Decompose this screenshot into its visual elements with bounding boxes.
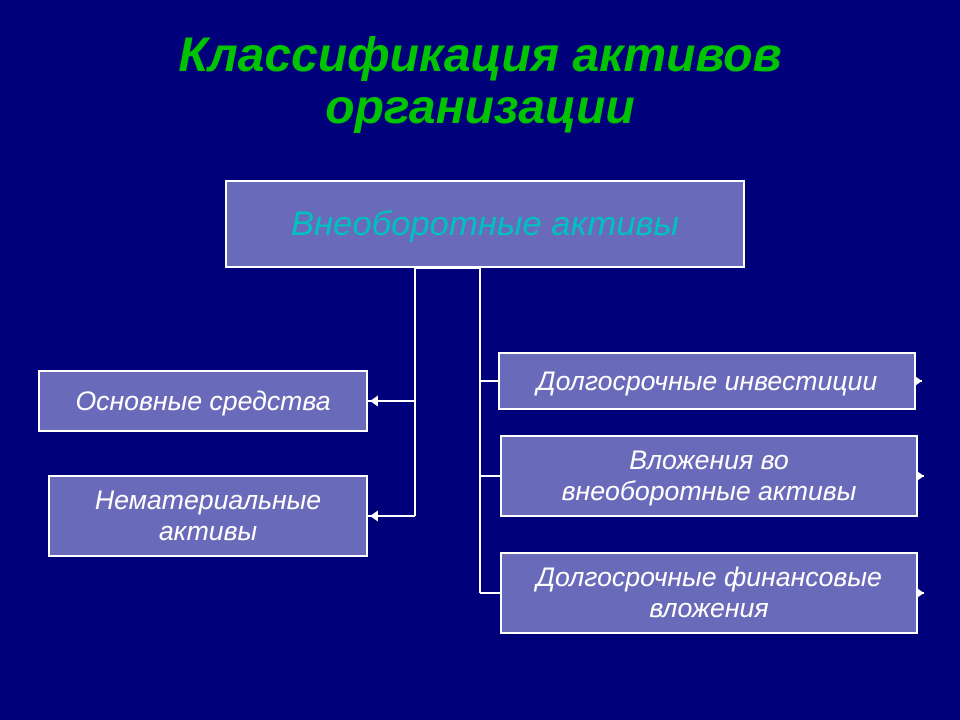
node-cap-invest: Вложения вовнеоборотные активы <box>500 435 918 517</box>
node-lt-fin: Долгосрочные финансовыевложения <box>500 552 918 634</box>
title-line-2: организации <box>0 82 960 134</box>
node-fixed-assets: Основные средства <box>38 370 368 432</box>
node-root: Внеоборотные активы <box>225 180 745 268</box>
title-line-1: Классификация активов <box>0 30 960 82</box>
node-intangible: Нематериальныеактивы <box>48 475 368 557</box>
node-lt-invest: Долгосрочные инвестиции <box>498 352 916 410</box>
slide-title: Классификация активов организации <box>0 30 960 134</box>
slide: Классификация активов организации Внеобо… <box>0 0 960 720</box>
